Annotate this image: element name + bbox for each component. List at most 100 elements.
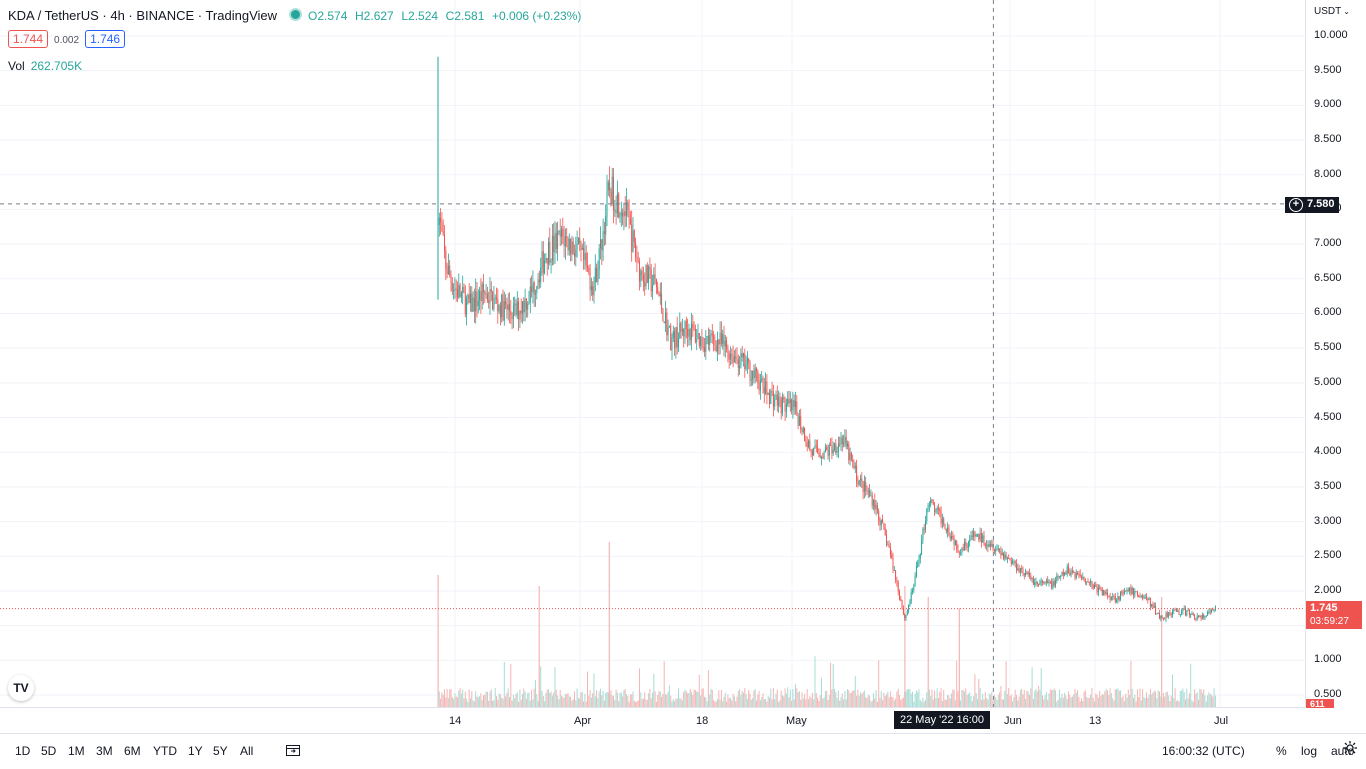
tradingview-logo-icon[interactable]: TV <box>8 675 34 701</box>
volume-bar <box>1096 694 1098 707</box>
volume-bar <box>1134 694 1136 707</box>
chart-plot-area[interactable]: KDA / TetherUS · 4h · BINANCE · TradingV… <box>0 0 1305 707</box>
candle-body <box>618 193 620 218</box>
volume-bar <box>493 700 495 707</box>
volume-bar <box>757 694 759 707</box>
candle-body <box>1185 608 1186 616</box>
volume-bar <box>865 697 867 707</box>
volume-bar <box>871 700 873 707</box>
crosshair-price-value: 7.580 <box>1307 198 1335 210</box>
log-scale-toggle[interactable]: log <box>1301 744 1318 758</box>
candle-body <box>1211 609 1212 613</box>
candle-body <box>784 399 786 412</box>
range-button-1d[interactable]: 1D <box>15 744 31 758</box>
candle-body <box>873 500 874 506</box>
volume-bar <box>497 699 499 707</box>
price-axis[interactable]: USDT⌄ 10.0009.5009.0008.5008.0007.5007.0… <box>1305 0 1366 707</box>
candle-body <box>463 287 465 293</box>
volume-bar <box>1130 660 1132 707</box>
symbol-legend[interactable]: KDA / TetherUS · 4h · BINANCE · TradingV… <box>8 8 581 23</box>
time-tick: Jun <box>1004 715 1022 727</box>
volume-bar <box>861 693 863 707</box>
candle-body <box>1187 609 1189 612</box>
range-button-all[interactable]: All <box>240 744 254 758</box>
volume-bar <box>1164 696 1166 707</box>
volume-bar <box>961 689 963 707</box>
volume-bar <box>1031 667 1033 707</box>
candle-body <box>680 322 682 332</box>
candle-body <box>802 428 804 432</box>
volume-bar <box>1144 698 1146 707</box>
volume-bar <box>840 697 842 707</box>
goto-date-icon[interactable] <box>285 742 301 761</box>
candle-body <box>1070 570 1072 576</box>
candlestick-chart[interactable] <box>0 0 1305 707</box>
range-button-1m[interactable]: 1M <box>68 744 85 758</box>
currency-selector[interactable]: USDT ⌄ <box>1314 6 1350 17</box>
candle-body <box>1019 568 1021 573</box>
volume-bar <box>928 689 930 707</box>
volume-bar <box>730 697 731 707</box>
volume-bar <box>1032 698 1034 707</box>
candle-body <box>702 346 704 348</box>
range-button-1y[interactable]: 1Y <box>188 744 203 758</box>
candle-body <box>817 446 819 453</box>
volume-bar <box>1099 690 1101 707</box>
volume-bar <box>973 696 975 707</box>
percent-scale-toggle[interactable]: % <box>1276 744 1287 758</box>
candle-body <box>1165 612 1167 619</box>
candle-body <box>1042 581 1043 583</box>
candle-body <box>1195 618 1197 620</box>
candle-body <box>954 540 956 545</box>
volume-bar <box>451 696 453 707</box>
buy-price-button[interactable]: 1.746 <box>85 30 126 48</box>
volume-bar <box>844 690 846 707</box>
candle-body <box>615 210 617 214</box>
range-button-ytd[interactable]: YTD <box>153 744 177 758</box>
candle-body <box>1030 575 1032 579</box>
candle-body <box>1117 596 1119 600</box>
chart-settings-gear-icon[interactable] <box>1342 740 1358 759</box>
volume-bar <box>1104 691 1106 707</box>
time-tick: May <box>786 715 807 727</box>
volume-legend[interactable]: Vol 262.705K <box>8 58 82 73</box>
candle-body <box>1127 590 1129 592</box>
range-button-5y[interactable]: 5Y <box>213 744 228 758</box>
candle-body <box>635 242 637 257</box>
utc-clock[interactable]: 16:00:32 (UTC) <box>1162 744 1245 758</box>
currency-label: USDT <box>1314 6 1342 17</box>
range-button-3m[interactable]: 3M <box>96 744 113 758</box>
volume-bar <box>601 695 603 707</box>
volume-bar <box>830 662 832 707</box>
volume-bar <box>596 690 598 707</box>
volume-bar <box>476 696 478 707</box>
range-button-6m[interactable]: 6M <box>124 744 141 758</box>
range-button-5d[interactable]: 5D <box>41 744 57 758</box>
volume-bar <box>811 692 813 707</box>
volume-bar <box>1073 694 1075 707</box>
volume-bar <box>1149 688 1151 707</box>
candle-body <box>492 291 494 310</box>
volume-bar <box>727 694 729 707</box>
volume-bar <box>564 694 566 707</box>
candle-body <box>831 445 833 454</box>
crosshair-price-tag[interactable]: +7.580 <box>1285 197 1339 213</box>
candle-body <box>763 387 765 394</box>
volume-bar <box>440 698 442 707</box>
volume-bar <box>649 688 651 707</box>
symbol-title[interactable]: KDA / TetherUS · 4h · BINANCE · TradingV… <box>8 8 278 23</box>
volume-bar <box>1126 697 1128 707</box>
volume-bar <box>775 693 777 707</box>
candle-body <box>973 531 975 537</box>
auto-scale-toggle[interactable]: auto <box>1331 744 1355 758</box>
candle-body <box>1097 587 1099 593</box>
volume-bar <box>974 674 976 707</box>
time-axis[interactable]: 14 Apr 18 May Jun 13 Jul <box>0 707 1305 734</box>
candle-body <box>1000 550 1002 556</box>
volume-bar <box>1192 701 1194 707</box>
candle-body <box>767 392 769 395</box>
sell-price-button[interactable]: 1.744 <box>8 30 49 48</box>
candle-body <box>1017 568 1019 571</box>
plus-icon[interactable]: + <box>1289 198 1303 212</box>
volume-bar <box>470 698 471 707</box>
